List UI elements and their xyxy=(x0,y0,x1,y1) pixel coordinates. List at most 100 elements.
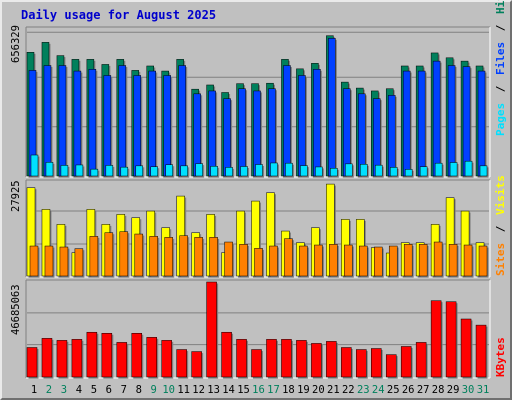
sites-bar xyxy=(134,233,144,277)
pages-bar xyxy=(120,166,129,177)
sites-bar xyxy=(29,245,39,277)
sites-bar xyxy=(448,244,458,277)
sites-bar xyxy=(149,236,158,277)
day-label: 3 xyxy=(61,384,67,396)
kbytes-bar xyxy=(26,347,38,378)
pages-bar xyxy=(255,164,263,177)
day-label: 29 xyxy=(447,384,460,396)
kbytes-bar xyxy=(400,346,412,378)
sites-bar xyxy=(224,241,233,277)
pages-bar xyxy=(150,166,158,177)
bottom-legend: KBytes xyxy=(494,337,507,377)
files-bar xyxy=(133,75,142,177)
pages-bar xyxy=(60,165,69,177)
sites-bar xyxy=(179,235,188,277)
files-bar xyxy=(178,65,186,177)
files-bar xyxy=(73,70,82,177)
files-bar xyxy=(313,69,321,177)
chart-title: Daily usage for August 2025 xyxy=(21,8,216,22)
day-label: 5 xyxy=(91,384,97,396)
pages-bar xyxy=(419,166,428,177)
pages-bar xyxy=(135,165,144,177)
day-label: 25 xyxy=(387,384,400,396)
sites-bar xyxy=(299,245,308,277)
day-label: 15 xyxy=(237,384,250,396)
pages-bar xyxy=(479,165,488,177)
sites-bar xyxy=(344,244,353,277)
kbytes-bar xyxy=(71,339,83,378)
kbytes-bar xyxy=(296,340,307,378)
day-label: 24 xyxy=(372,384,385,396)
pages-bar xyxy=(45,162,54,177)
day-label: 7 xyxy=(121,384,127,396)
files-bar xyxy=(387,95,396,177)
files-bar xyxy=(462,66,471,177)
files-bar xyxy=(148,70,156,177)
pages-bar xyxy=(464,160,473,177)
pages-bar xyxy=(240,166,248,177)
kbytes-bar xyxy=(191,351,202,378)
middle-max-label: 27925 xyxy=(10,180,22,212)
day-label: 17 xyxy=(267,384,280,396)
kbytes-bar xyxy=(131,332,143,378)
day-label: 21 xyxy=(327,384,340,396)
kbytes-bar xyxy=(281,339,292,378)
kbytes-bar xyxy=(356,349,367,378)
pages-bar xyxy=(300,165,308,177)
files-bar xyxy=(118,65,127,177)
sites-bar xyxy=(119,231,129,277)
legend-pages: Pages xyxy=(494,103,507,136)
kbytes-bar xyxy=(445,301,457,378)
legend-sep-1: / xyxy=(494,85,507,92)
files-bar xyxy=(447,65,456,177)
files-bar xyxy=(58,65,67,177)
kbytes-bar xyxy=(415,342,427,378)
pages-bar xyxy=(389,167,398,177)
files-bar xyxy=(283,65,291,177)
kbytes-bar xyxy=(326,341,337,378)
sites-bar xyxy=(269,245,278,277)
kbytes-bar xyxy=(460,318,472,378)
files-bar xyxy=(43,65,52,177)
files-bar xyxy=(208,90,216,177)
files-bar xyxy=(253,90,261,177)
kbytes-bar xyxy=(266,339,277,378)
kbytes-bar xyxy=(146,337,157,378)
files-bar xyxy=(417,70,426,177)
sites-bar xyxy=(463,244,473,277)
day-label: 20 xyxy=(312,384,325,396)
legend-hits: Hits xyxy=(494,0,507,14)
day-label: 26 xyxy=(402,384,415,396)
legend-sites: Sites xyxy=(494,243,507,276)
files-bar xyxy=(298,75,306,177)
sites-bar xyxy=(209,237,218,277)
day-label: 13 xyxy=(207,384,220,396)
sites-bar xyxy=(314,244,323,277)
day-label: 8 xyxy=(136,384,142,396)
files-bar xyxy=(163,75,171,177)
pages-bar xyxy=(75,164,84,177)
day-label: 10 xyxy=(162,384,175,396)
files-bar xyxy=(88,69,97,177)
pages-bar xyxy=(90,168,99,177)
legend-visits: Visits xyxy=(494,175,507,215)
files-bar xyxy=(432,60,441,177)
files-bar xyxy=(402,70,411,177)
top-max-label: 656329 xyxy=(10,25,22,63)
files-bar xyxy=(477,70,486,177)
files-bar xyxy=(328,38,336,177)
kbytes-bar xyxy=(221,331,232,378)
files-bar xyxy=(358,93,366,177)
pages-bar xyxy=(449,162,458,177)
kbytes-bar xyxy=(385,354,397,378)
sites-bar xyxy=(403,244,413,277)
panel-visits-sites xyxy=(25,179,491,278)
pages-bar xyxy=(195,163,203,177)
legend-files: Files xyxy=(494,42,507,75)
sites-bar xyxy=(433,241,443,277)
files-bar xyxy=(343,88,351,177)
panel-kbytes xyxy=(25,279,491,379)
pages-bar xyxy=(165,164,173,177)
day-label: 6 xyxy=(106,384,112,396)
kbytes-bar xyxy=(311,343,322,378)
